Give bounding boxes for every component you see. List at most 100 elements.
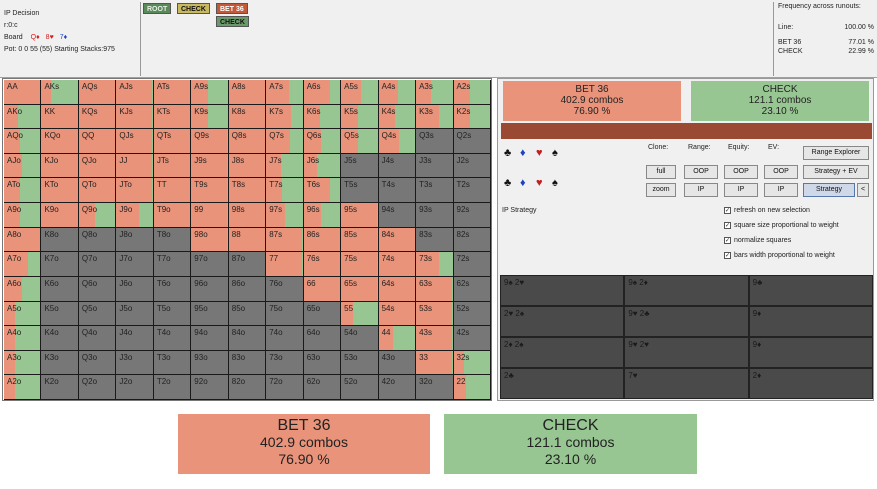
hand-cell[interactable]: TT [153,178,192,204]
hand-cell[interactable]: AKo [4,104,42,130]
hand-cell[interactable]: Q5o [78,301,117,327]
hand-cell[interactable]: Q7o [78,252,117,277]
hand-cell[interactable]: 93o [191,350,229,376]
hand-cell[interactable]: K2s [453,104,491,130]
hand-cell[interactable]: Q8s [228,129,267,154]
hand-cell[interactable]: J4s [378,153,417,179]
hand-cell[interactable]: K5o [41,301,79,327]
hand-cell[interactable]: 94s [378,203,417,228]
hand-cell[interactable]: 42o [378,375,417,400]
back-button[interactable]: < [857,183,869,197]
hand-cell[interactable]: KQs [78,104,117,130]
hand-cell[interactable]: A2s [453,80,491,105]
hand-cell[interactable]: T3o [153,350,192,376]
hand-cell[interactable]: KTo [41,178,79,204]
hand-cell[interactable]: 98s [228,203,267,228]
hand-cell[interactable]: T2o [153,375,192,400]
hand-cell[interactable]: 52s [453,301,491,327]
hand-cell[interactable]: T9o [153,203,192,228]
hand-cell[interactable]: A3s [416,80,454,105]
hand-cell[interactable]: 83s [416,227,454,253]
suit-filter-icon[interactable]: ♥ [536,177,543,189]
hand-cell[interactable]: QJo [78,153,117,179]
hand-cell[interactable]: 62o [303,375,342,400]
hand-cell[interactable]: T8s [228,178,267,204]
runout-cell[interactable] [624,337,749,368]
hand-cell[interactable]: A9o [4,203,42,228]
suit-filter-icon[interactable]: ♦ [520,147,526,159]
hand-cell[interactable]: 42s [453,326,491,351]
hand-cell[interactable]: AKs [41,80,79,105]
hand-cell[interactable]: T6o [153,276,192,302]
hand-cell[interactable]: K5s [341,104,379,130]
hand-cell[interactable]: T8o [153,227,192,253]
hand-cell[interactable]: 86o [228,276,267,302]
hand-cell[interactable]: K3o [41,350,79,376]
hand-cell[interactable]: 32s [453,350,491,376]
hand-cell[interactable]: J2s [453,153,491,179]
hand-cell[interactable]: Q8o [78,227,117,253]
runout-cell[interactable] [624,306,749,337]
hand-cell[interactable]: 76o [266,276,304,302]
hand-cell[interactable]: 84s [378,227,417,253]
hand-cell[interactable]: J5o [116,301,154,327]
hand-cell[interactable]: 72s [453,252,491,277]
hand-cell[interactable]: K4s [378,104,417,130]
range-ip-button[interactable]: IP [684,183,718,197]
hand-cell[interactable]: A4s [378,80,417,105]
hand-cell[interactable]: AQs [78,80,117,105]
hand-cell[interactable]: J3o [116,350,154,376]
hand-cell[interactable]: AQo [4,129,42,154]
hand-cell[interactable]: ATo [4,178,42,204]
hand-cell[interactable]: T7o [153,252,192,277]
hand-cell[interactable]: 82s [453,227,491,253]
hand-cell[interactable]: 32o [416,375,454,400]
hand-cell[interactable]: A2o [4,375,42,400]
hand-cell[interactable]: 96s [303,203,342,228]
hand-cell[interactable]: T4o [153,326,192,351]
hand-cell[interactable]: 97o [191,252,229,277]
hand-cell[interactable]: KJs [116,104,154,130]
hand-cell[interactable]: 52o [341,375,379,400]
hand-cell[interactable]: J8o [116,227,154,253]
hand-cell[interactable]: KQo [41,129,79,154]
strategy-ev-button[interactable]: Strategy + EV [803,165,869,179]
hand-cell[interactable]: 99 [191,203,229,228]
hand-cell[interactable]: 73s [416,252,454,277]
strategy-button[interactable]: Strategy [803,183,855,197]
hand-cell[interactable]: 73o [266,350,304,376]
hand-cell[interactable]: J6s [303,153,342,179]
hand-cell[interactable]: 88 [228,227,267,253]
ev-ip-button[interactable]: IP [764,183,798,197]
hand-cell[interactable]: J8s [228,153,267,179]
hand-cell[interactable]: T3s [416,178,454,204]
runout-cell[interactable] [748,368,873,399]
hand-cell[interactable]: 83o [228,350,267,376]
hand-cell[interactable]: 94o [191,326,229,351]
suit-filter-icon[interactable]: ♥ [536,147,543,159]
hand-cell[interactable]: A6s [303,80,342,105]
hand-cell[interactable]: T5o [153,301,192,327]
hand-cell[interactable]: Q9o [78,203,117,228]
runout-cell[interactable] [624,275,749,306]
hand-cell[interactable]: K7o [41,252,79,277]
hand-cell[interactable]: 92o [191,375,229,400]
hand-cell[interactable]: 98o [191,227,229,253]
hand-cell[interactable]: 85s [341,227,379,253]
hand-cell[interactable]: Q6s [303,129,342,154]
hand-cell[interactable]: Q2o [78,375,117,400]
hand-cell[interactable]: 65o [303,301,342,327]
suit-filter-icon[interactable]: ♣ [504,177,512,189]
hand-cell[interactable]: AA [4,80,42,105]
hand-cell[interactable]: KK [41,104,79,130]
range-oop-button[interactable]: OOP [684,165,718,179]
runout-cell[interactable] [500,275,625,306]
runout-cell[interactable] [748,337,873,368]
hand-cell[interactable]: 54o [341,326,379,351]
runout-cell[interactable] [500,337,625,368]
hand-cell[interactable]: Q5s [341,129,379,154]
zoom-button[interactable]: zoom [646,183,676,197]
hand-cell[interactable]: 22 [453,375,491,400]
hand-cell[interactable]: J4o [116,326,154,351]
hand-cell[interactable]: A5s [341,80,379,105]
